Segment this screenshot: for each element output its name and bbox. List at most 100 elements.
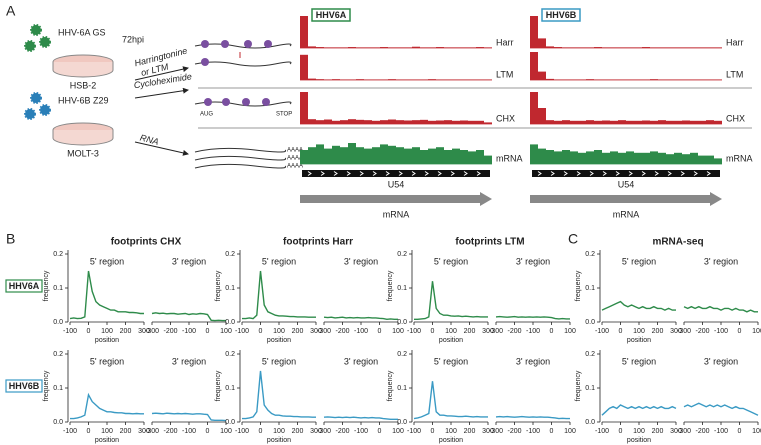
- track-bar: [578, 152, 586, 164]
- track-bar: [530, 52, 538, 80]
- x-tick-label: 0: [87, 328, 91, 335]
- track-bar: [332, 145, 340, 164]
- gene-label: U54: [388, 179, 405, 189]
- track-bar: [586, 79, 594, 80]
- track-bar: [666, 79, 674, 80]
- track-bar: [706, 79, 714, 80]
- gene-chevron: [602, 171, 607, 176]
- track-bar: [484, 122, 492, 124]
- track-bar: [372, 147, 380, 164]
- track-bar: [372, 120, 380, 124]
- x-tick-label: 200: [464, 328, 476, 335]
- track-bar: [554, 47, 562, 48]
- gene-chevron: [411, 171, 416, 176]
- x-tick-label: -200: [335, 328, 349, 335]
- x-tick-label: 0: [431, 428, 435, 435]
- y-tick-label: 0.1: [585, 385, 595, 392]
- track-bar: [428, 79, 436, 80]
- track-bar: [300, 54, 308, 80]
- x-tick-label: -100: [526, 428, 540, 435]
- genome-box: [311, 8, 351, 22]
- y-tick-label: 0.1: [585, 285, 595, 292]
- x-tick-label: 0: [619, 328, 623, 335]
- x-tick-label: 100: [101, 328, 113, 335]
- x-tick-label: 200: [120, 428, 132, 435]
- track-bar: [682, 47, 690, 48]
- x-tick-label: -100: [182, 328, 196, 335]
- y-axis-label: frequency: [387, 270, 394, 301]
- x-tick-label: -300: [489, 428, 503, 435]
- codon-label: AUG: [200, 112, 213, 118]
- track-bar: [626, 79, 634, 80]
- y-axis-label: frequency: [215, 370, 222, 401]
- y-tick-label: 0.0: [225, 319, 235, 326]
- track-bar: [364, 148, 372, 164]
- track-bar: [412, 79, 420, 80]
- track-bar: [476, 79, 484, 80]
- gene-chevron: [424, 171, 429, 176]
- x-tick-label: 100: [752, 428, 761, 435]
- track-bar: [436, 79, 444, 80]
- panel-label: A: [6, 3, 16, 19]
- x-tick-label: 300: [670, 428, 682, 435]
- arrow: [134, 87, 189, 99]
- x-tick-label: -100: [182, 428, 196, 435]
- track-bar: [658, 79, 666, 80]
- track-bar: [674, 152, 682, 164]
- gene-chevron: [307, 171, 312, 176]
- x-tick-label: -100: [407, 428, 421, 435]
- x-tick-label: -100: [235, 428, 249, 435]
- track-bar: [372, 47, 380, 48]
- y-tick-label: 0.2: [225, 351, 235, 358]
- track-bar: [452, 79, 460, 80]
- track-bar: [682, 79, 690, 80]
- track-bar: [546, 78, 554, 80]
- track-bar: [530, 92, 538, 124]
- row-label-box: [5, 379, 43, 393]
- track-bar: [714, 79, 722, 80]
- track-bar: [300, 92, 308, 124]
- y-tick-label: 0.0: [397, 419, 407, 426]
- gene-bar: [302, 170, 490, 177]
- y-tick-label: 0.2: [53, 351, 63, 358]
- trace: [151, 312, 226, 322]
- track-bar: [484, 79, 492, 80]
- x-tick-label: -200: [695, 428, 709, 435]
- gene-chevron: [615, 171, 620, 176]
- trace: [495, 415, 570, 420]
- track-bar: [364, 79, 372, 80]
- track-bar: [650, 47, 658, 48]
- ribosome-diagrams: [194, 40, 752, 169]
- gene-chevron: [654, 171, 659, 176]
- x-tick-label: 100: [752, 328, 761, 335]
- track-bar: [484, 155, 492, 164]
- transcript-arrow: [530, 192, 722, 206]
- track-bar: [428, 47, 436, 48]
- region-label: 3' region: [344, 256, 378, 266]
- track-bar: [578, 79, 586, 80]
- track-bar: [316, 120, 324, 124]
- x-tick-label: 300: [310, 328, 322, 335]
- track-bar: [356, 47, 364, 48]
- y-tick-label: 0.1: [397, 285, 407, 292]
- y-tick-label: 0.0: [53, 319, 63, 326]
- x-tick-label: 0: [87, 428, 91, 435]
- polya-label: AAAA: [287, 156, 303, 162]
- chart-title: footprints CHX: [111, 237, 182, 248]
- track-bar: [658, 47, 666, 48]
- y-axis-label: frequency: [575, 270, 582, 301]
- track-bar: [460, 150, 468, 164]
- gene-chevron: [346, 171, 351, 176]
- track-bar: [650, 151, 658, 164]
- trace: [323, 416, 398, 420]
- y-tick-label: 0.0: [53, 419, 63, 426]
- region-label: 3' region: [516, 256, 550, 266]
- track-label: mRNA: [496, 153, 523, 163]
- polya-label: AAAA: [287, 164, 303, 170]
- track-bar: [348, 47, 356, 48]
- region-label: 5' region: [434, 256, 468, 266]
- track-bar: [626, 120, 634, 124]
- x-tick-label: -100: [595, 328, 609, 335]
- y-tick-label: 0.0: [225, 419, 235, 426]
- y-axis-label: frequency: [215, 270, 222, 301]
